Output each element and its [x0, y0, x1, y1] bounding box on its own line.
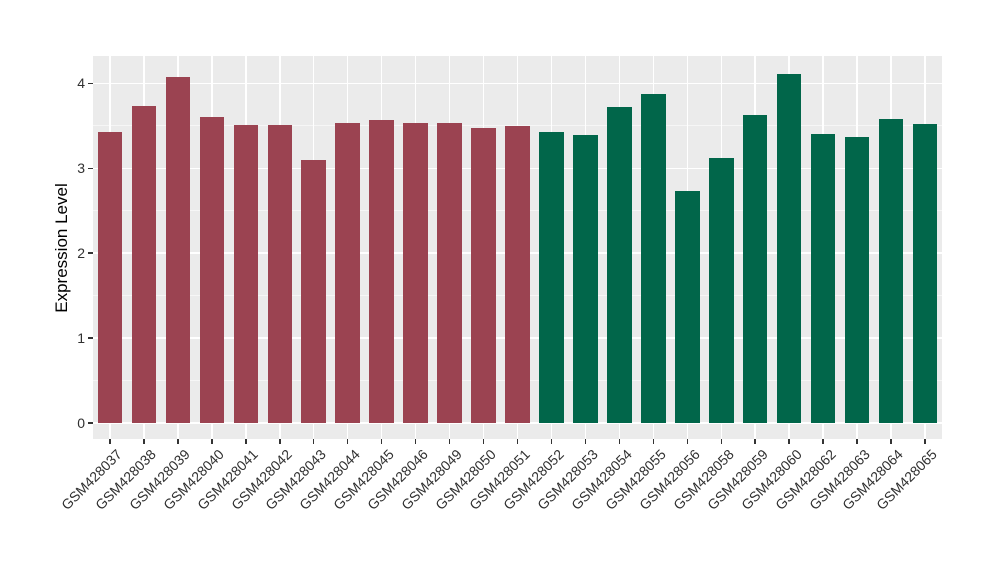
x-tick-mark	[924, 439, 926, 444]
x-tick-mark	[788, 439, 790, 444]
y-tick-label: 4	[77, 75, 85, 92]
x-tick-mark	[245, 439, 247, 444]
x-tick-mark	[312, 439, 315, 444]
bar	[539, 131, 564, 423]
x-tick-mark	[890, 439, 892, 444]
x-tick-mark	[686, 439, 689, 444]
x-tick-mark	[720, 439, 722, 444]
bar	[471, 128, 496, 423]
bar	[505, 125, 530, 423]
y-tick-mark	[88, 252, 93, 254]
bar	[810, 134, 836, 423]
bar	[165, 76, 191, 423]
x-tick-mark	[279, 439, 281, 444]
x-tick-mark	[414, 439, 417, 444]
bar	[437, 123, 462, 423]
x-tick-mark	[177, 439, 179, 444]
x-tick-mark	[618, 439, 621, 444]
bar	[844, 136, 870, 423]
x-tick-mark	[584, 439, 587, 444]
bar	[233, 125, 259, 423]
x-tick-mark	[516, 439, 519, 444]
y-tick-mark	[88, 422, 93, 424]
y-tick-mark	[88, 167, 93, 170]
bar	[878, 119, 904, 423]
bar	[403, 123, 428, 423]
x-tick-mark	[346, 439, 349, 444]
bar	[267, 125, 293, 423]
bar	[199, 117, 225, 423]
x-tick-mark	[380, 439, 383, 444]
y-tick-mark	[88, 337, 93, 339]
y-tick-label: 1	[77, 330, 85, 347]
x-tick-mark	[448, 439, 451, 444]
x-tick-mark	[143, 439, 145, 444]
y-tick-mark	[88, 82, 93, 85]
bar	[335, 123, 360, 423]
bar	[301, 159, 326, 423]
bar	[742, 114, 768, 423]
x-tick-mark	[211, 439, 213, 444]
bar	[709, 158, 734, 423]
bar	[131, 106, 157, 423]
x-tick-mark	[754, 439, 756, 444]
bar	[776, 74, 802, 423]
y-tick-label: 3	[77, 160, 85, 177]
x-tick-mark	[109, 439, 111, 444]
bar	[912, 124, 938, 423]
bar	[573, 135, 598, 423]
x-tick-mark	[482, 439, 485, 444]
bar	[675, 191, 700, 423]
x-tick-mark	[652, 439, 655, 444]
bar	[97, 131, 123, 423]
y-tick-label: 2	[77, 245, 85, 262]
bar	[369, 119, 394, 423]
x-tick-mark	[856, 439, 858, 444]
y-tick-label: 0	[77, 415, 85, 431]
bar	[641, 94, 666, 423]
bar	[607, 107, 632, 423]
plot-panel	[93, 56, 942, 439]
x-tick-mark	[822, 439, 824, 444]
x-tick-mark	[550, 439, 553, 444]
